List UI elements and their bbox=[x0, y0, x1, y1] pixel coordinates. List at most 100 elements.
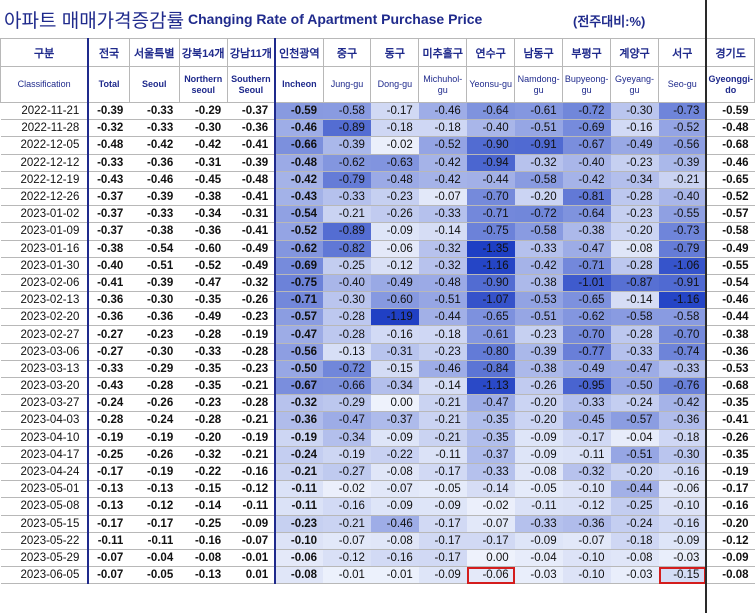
value-cell: -0.38 bbox=[705, 325, 755, 344]
value-cell: -0.90 bbox=[466, 136, 515, 155]
value-cell: -0.18 bbox=[418, 325, 467, 344]
value-cell: -0.17 bbox=[87, 514, 130, 533]
title-korean: 아파트 매매가격증감률 bbox=[4, 11, 185, 32]
value-cell: -0.04 bbox=[129, 548, 180, 568]
value-cell: -0.38 bbox=[514, 273, 563, 293]
table-row: 2023-04-17 -0.25 -0.26 -0.32 -0.21 -0.24 -0.19… bbox=[0, 445, 755, 464]
value-cell: -0.65 bbox=[562, 291, 611, 310]
value-cell: -0.22 bbox=[179, 462, 228, 482]
value-cell: -0.21 bbox=[658, 170, 708, 189]
value-cell: -0.31 bbox=[370, 342, 419, 361]
value-cell: -0.14 bbox=[418, 376, 467, 396]
value-cell: -0.10 bbox=[658, 497, 708, 516]
value-cell: -0.34 bbox=[323, 428, 371, 447]
value-cell: -0.04 bbox=[514, 548, 563, 568]
col-header-ko: 중구 bbox=[322, 38, 372, 67]
value-cell: -0.46 bbox=[370, 514, 419, 533]
value-cell: -0.19 bbox=[129, 462, 180, 482]
table-row: 2023-03-06 -0.27 -0.30 -0.33 -0.28 -0.56 -0.13… bbox=[0, 342, 755, 361]
value-cell: -0.34 bbox=[610, 170, 659, 189]
value-cell: -0.51 bbox=[514, 308, 563, 327]
row-date: 2022-11-28 bbox=[0, 119, 89, 138]
value-cell: -0.46 bbox=[418, 101, 467, 121]
header-row-korean: 구분 전국 서울특별 강북14개 강남11개 인천광역 중구 동구 미추홀구 연수구 남동구 부평구 계… bbox=[0, 38, 755, 67]
col-header-en: Seo-gu bbox=[658, 66, 708, 103]
value-cell: -0.15 bbox=[658, 566, 708, 585]
value-cell: 0.00 bbox=[370, 394, 419, 413]
value-cell: -0.07 bbox=[562, 531, 611, 550]
value-cell: -0.05 bbox=[418, 480, 467, 499]
col-header-en: Dong-gu bbox=[370, 66, 420, 103]
col-header-en: Yeonsu-gu bbox=[466, 66, 516, 103]
value-cell: -0.19 bbox=[323, 445, 371, 464]
value-cell: -0.09 bbox=[418, 497, 467, 516]
value-cell: -0.11 bbox=[227, 497, 277, 516]
value-cell: -0.21 bbox=[227, 411, 277, 430]
value-cell: -0.11 bbox=[274, 497, 324, 516]
value-cell: -0.27 bbox=[87, 325, 130, 344]
row-date: 2023-03-06 bbox=[0, 342, 89, 361]
row-date: 2022-12-26 bbox=[0, 187, 89, 207]
value-cell: -0.26 bbox=[705, 428, 755, 447]
value-cell: -0.15 bbox=[370, 359, 419, 379]
value-cell: -0.59 bbox=[274, 101, 324, 121]
value-cell: -0.40 bbox=[323, 273, 371, 293]
value-cell: -0.25 bbox=[179, 514, 228, 533]
value-cell: -0.84 bbox=[466, 359, 515, 379]
value-cell: -0.35 bbox=[705, 394, 755, 413]
row-date: 2023-04-10 bbox=[0, 428, 89, 447]
value-cell: -0.33 bbox=[514, 239, 563, 258]
value-cell: -0.53 bbox=[514, 291, 563, 310]
value-cell: -0.20 bbox=[610, 462, 659, 482]
value-cell: -0.46 bbox=[705, 153, 755, 172]
value-cell: -0.95 bbox=[562, 376, 611, 396]
value-cell: -0.10 bbox=[562, 566, 611, 585]
value-cell: -0.32 bbox=[227, 273, 277, 293]
row-date: 2023-05-08 bbox=[0, 497, 89, 516]
value-cell: -0.07 bbox=[227, 531, 277, 550]
value-cell: -0.46 bbox=[274, 119, 324, 138]
value-cell: -0.45 bbox=[179, 170, 228, 189]
value-cell: -0.16 bbox=[227, 462, 277, 482]
value-cell: -0.51 bbox=[610, 445, 659, 464]
value-cell: -0.11 bbox=[274, 480, 324, 499]
value-cell: -0.60 bbox=[370, 291, 419, 310]
value-cell: -0.52 bbox=[179, 256, 228, 275]
value-cell: -0.37 bbox=[370, 411, 419, 430]
table-row: 2023-05-01 -0.13 -0.13 -0.15 -0.12 -0.11 -0.02… bbox=[0, 480, 755, 499]
value-cell: -0.12 bbox=[562, 497, 611, 516]
value-cell: -0.21 bbox=[227, 376, 277, 396]
value-cell: -0.11 bbox=[129, 531, 180, 550]
value-cell: -0.33 bbox=[418, 205, 467, 224]
value-cell: -0.19 bbox=[274, 428, 324, 447]
col-header-en: Total bbox=[87, 66, 130, 103]
value-cell: -0.12 bbox=[370, 256, 419, 275]
value-cell: -0.33 bbox=[129, 119, 180, 138]
value-cell: -0.49 bbox=[227, 256, 277, 275]
value-cell: -0.28 bbox=[610, 325, 659, 344]
value-cell: -0.42 bbox=[129, 136, 180, 155]
value-cell: -0.17 bbox=[418, 462, 467, 482]
value-cell: -0.21 bbox=[323, 514, 371, 533]
value-cell: -0.31 bbox=[227, 205, 277, 224]
value-cell: -1.06 bbox=[658, 256, 708, 275]
value-cell: -0.89 bbox=[323, 119, 371, 138]
value-cell: -0.63 bbox=[370, 153, 419, 172]
value-cell: -0.08 bbox=[705, 566, 755, 585]
value-cell: -0.70 bbox=[562, 325, 611, 344]
value-cell: -0.19 bbox=[129, 428, 180, 447]
value-cell: -0.58 bbox=[610, 308, 659, 327]
value-cell: -0.13 bbox=[323, 342, 371, 361]
col-header-en: Bupyeong-gu bbox=[562, 66, 612, 103]
value-cell: -0.24 bbox=[610, 394, 659, 413]
value-cell: -0.48 bbox=[705, 119, 755, 138]
value-cell: -0.42 bbox=[418, 153, 467, 172]
value-cell: -0.07 bbox=[370, 480, 419, 499]
value-cell: -0.07 bbox=[87, 566, 130, 585]
value-cell: -1.16 bbox=[466, 256, 515, 275]
value-cell: -0.26 bbox=[129, 445, 180, 464]
value-cell: -0.42 bbox=[658, 394, 708, 413]
value-cell: -0.48 bbox=[87, 136, 130, 155]
value-cell: -0.24 bbox=[610, 514, 659, 533]
value-cell: -0.64 bbox=[562, 205, 611, 224]
